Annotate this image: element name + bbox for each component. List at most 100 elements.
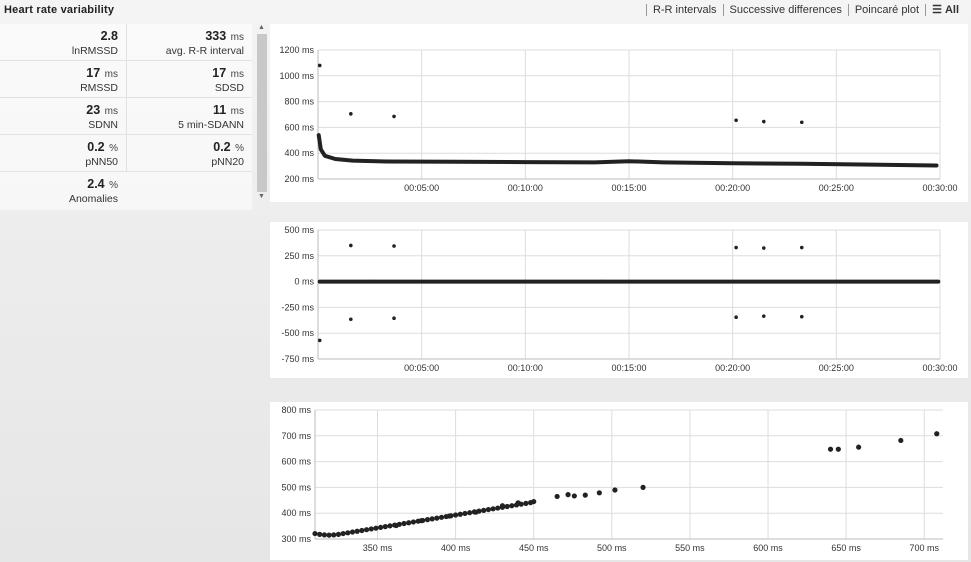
data-point [467, 510, 473, 516]
stat-value: 17 [212, 66, 227, 80]
tab-all[interactable]: ☰ All [925, 4, 965, 16]
scroll-down-icon[interactable]: ▼ [258, 193, 265, 200]
page-title: Heart rate variability [4, 4, 115, 16]
data-point [349, 317, 353, 322]
data-point [317, 63, 322, 68]
data-point [354, 528, 360, 534]
header: Heart rate variability R-R intervals Suc… [0, 0, 971, 22]
x-tick-label: 00:25:00 [819, 363, 854, 373]
y-tick-label: 800 ms [284, 97, 314, 107]
y-tick-label: 300 ms [281, 534, 311, 544]
y-tick-label: -500 ms [281, 328, 314, 338]
data-point [509, 503, 515, 509]
y-tick-label: 600 ms [281, 457, 311, 467]
y-tick-label: -750 ms [281, 354, 314, 364]
x-tick-label: 00:25:00 [819, 183, 854, 193]
x-tick-label: 650 ms [831, 543, 861, 553]
stat-unit: ms [230, 32, 244, 43]
data-point [856, 444, 862, 450]
scroll-up-icon[interactable]: ▲ [258, 24, 265, 31]
stat-value: 333 [205, 29, 227, 43]
data-point [640, 484, 646, 490]
data-point [378, 524, 384, 530]
poincare-chart-panel: 300 ms 400 ms 500 ms 600 ms 700 ms 800 ms 350 … [270, 402, 968, 560]
y-tick-label: 500 ms [284, 225, 314, 235]
y-tick-label: 800 ms [281, 405, 311, 415]
stat-unit: ms [104, 106, 118, 117]
data-point [452, 512, 459, 518]
y-tick-label: 0 ms [294, 277, 314, 287]
x-tick-label: 500 ms [597, 543, 627, 553]
data-point [312, 530, 318, 537]
data-point [429, 516, 435, 522]
data-point [799, 245, 804, 250]
data-point [734, 118, 738, 123]
poincare-chart: 300 ms 400 ms 500 ms 600 ms 700 ms 800 ms 350 … [281, 405, 943, 553]
y-tick-label: 400 ms [284, 148, 314, 158]
data-point [612, 487, 618, 493]
data-point [410, 519, 417, 525]
data-point [495, 505, 501, 511]
data-point [392, 244, 396, 248]
data-point [596, 490, 602, 496]
data-point [349, 243, 353, 248]
x-tick-label: 350 ms [363, 543, 393, 553]
stat-rmssd: 17 ms RMSSD [0, 61, 126, 97]
data-point [473, 509, 479, 515]
x-tick-label: 00:15:00 [611, 363, 646, 373]
y-tick-label: 700 ms [281, 431, 311, 441]
stat-label: lnRMSSD [71, 45, 118, 57]
data-point [434, 515, 440, 521]
data-point [438, 514, 445, 520]
y-tick-label: 600 ms [284, 122, 314, 132]
data-point [349, 529, 356, 535]
view-tabs: R-R intervals Successive differences Poi… [645, 4, 965, 16]
tab-rr-intervals[interactable]: R-R intervals [645, 4, 723, 16]
y-tick-label: 250 ms [284, 251, 314, 261]
stat-avg-rr: 333 ms avg. R-R interval [126, 24, 252, 60]
data-point [799, 120, 804, 125]
data-point [340, 530, 346, 537]
data-point [582, 492, 588, 498]
x-tick-label: 00:05:00 [404, 183, 439, 193]
data-point [457, 511, 463, 517]
stat-sdsd: 17 ms SDSD [126, 61, 252, 97]
stat-value: 0.2 [87, 140, 105, 154]
data-point [462, 510, 468, 517]
stat-lnrmssd: 2.8 lnRMSSD [0, 24, 126, 60]
stat-label: SDSD [214, 82, 244, 94]
stat-value: 17 [86, 66, 101, 80]
x-tick-label: 550 ms [675, 543, 705, 553]
data-point [424, 517, 431, 523]
data-point [418, 518, 424, 524]
stat-value: 2.4 [87, 177, 105, 191]
stat-unit: % [235, 143, 244, 154]
tab-poincare-plot[interactable]: Poincaré plot [847, 4, 925, 16]
y-tick-label: 200 ms [284, 174, 314, 184]
data-point [392, 316, 396, 321]
stat-label: pNN20 [211, 156, 244, 168]
data-point [835, 446, 841, 452]
data-point [317, 531, 323, 537]
y-tick-label: 1000 ms [279, 71, 314, 81]
data-point [401, 520, 407, 527]
y-tick-label: 500 ms [281, 482, 311, 492]
data-point [371, 279, 376, 284]
tab-successive-differences[interactable]: Successive differences [722, 4, 848, 16]
stats-scrollbar[interactable]: ▲ ▼ [257, 24, 267, 202]
data-point [531, 498, 537, 505]
data-point [734, 245, 738, 250]
y-tick-label: 400 ms [281, 508, 311, 518]
data-point [406, 520, 412, 526]
stat-anomalies: 2.4 % Anomalies [0, 172, 126, 209]
data-point [761, 314, 766, 318]
x-tick-label: 00:10:00 [508, 183, 543, 193]
data-point [326, 532, 332, 538]
y-tick-label: -250 ms [281, 302, 314, 312]
x-tick-label: 00:20:00 [715, 363, 750, 373]
stat-unit: ms [104, 69, 118, 80]
data-point [515, 500, 521, 506]
data-point [761, 246, 766, 250]
data-point [331, 532, 337, 538]
scrollbar-thumb[interactable] [257, 34, 267, 192]
